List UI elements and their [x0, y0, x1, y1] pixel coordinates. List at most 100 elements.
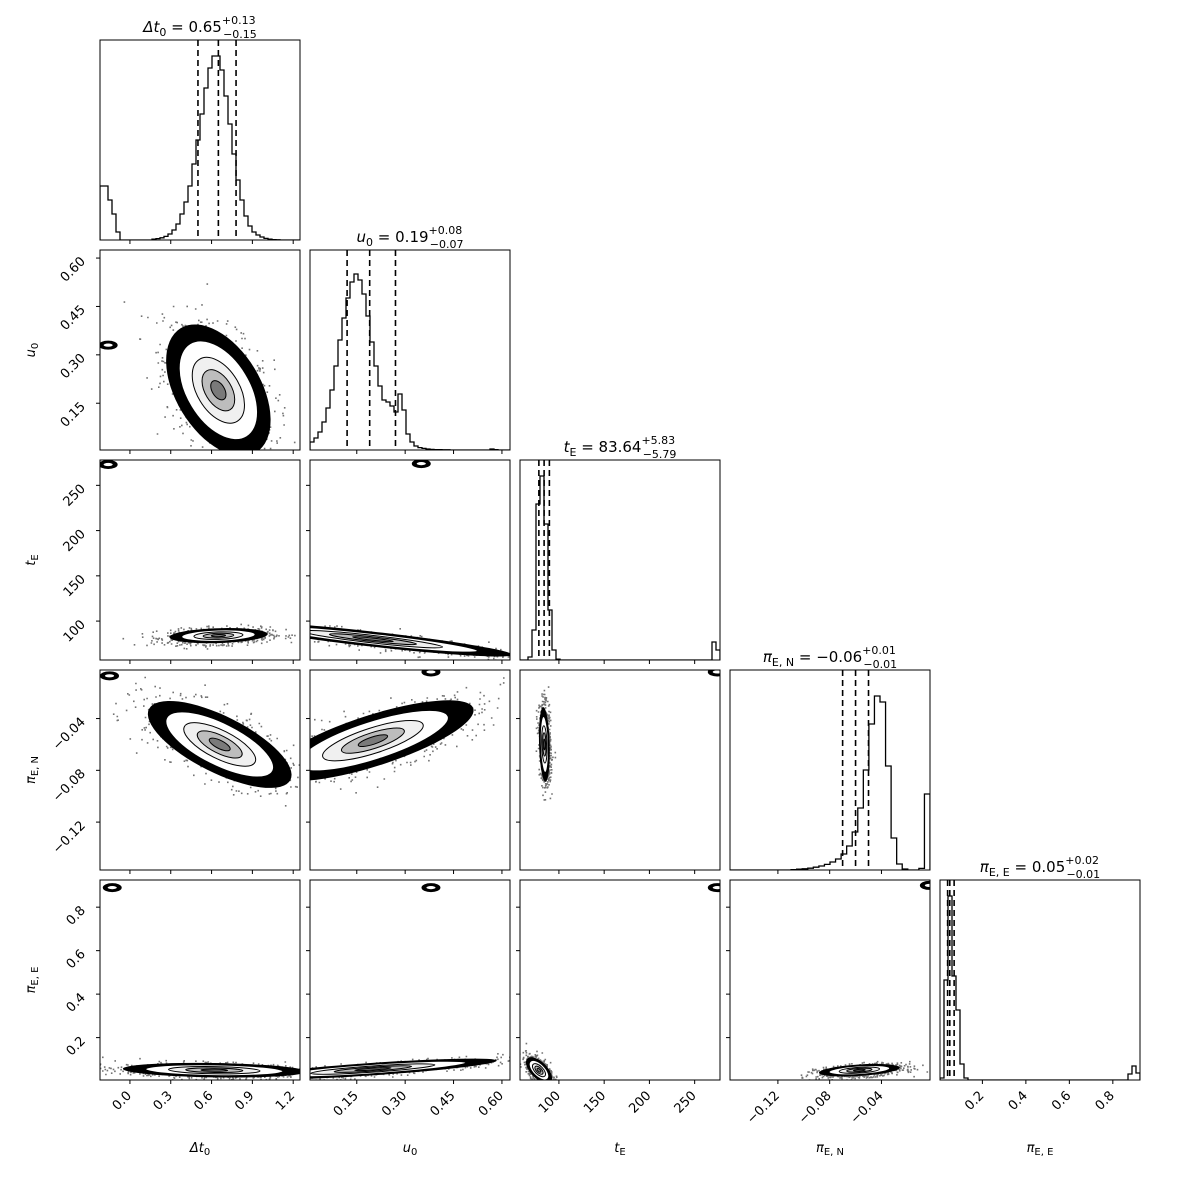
y-tick-label-u0: 0.15	[58, 399, 89, 430]
x-axis-label-u0: u0	[403, 1141, 418, 1158]
x-tick-label-piEN: −0.08	[796, 1088, 835, 1127]
x-tick-label-piEN: −0.04	[848, 1088, 887, 1127]
x-tick-label-dt0: 0.3	[151, 1088, 176, 1113]
panel-frame	[309, 879, 511, 1081]
y-tick-label-piEE: 0.8	[64, 903, 89, 928]
panel-joint-tE-vs-u0	[309, 459, 511, 661]
panel-frame	[99, 879, 301, 1081]
density-contour-4	[208, 737, 231, 752]
x-tick-label-piEE: 0.4	[1006, 1088, 1031, 1113]
y-tick-label-u0: 0.45	[58, 303, 89, 334]
secondary-mode-inner-0	[415, 461, 427, 467]
x-axis-label-piEE: πE, E	[1027, 1141, 1054, 1158]
y-tick-label-piEE: 0.6	[64, 947, 89, 972]
panel-hist-dt0	[99, 39, 301, 241]
panel-frame	[99, 459, 301, 661]
x-tick-label-dt0: 0.0	[110, 1088, 135, 1113]
y-tick-label-tE: 100	[61, 617, 89, 645]
density-contour-4	[536, 1067, 542, 1073]
density-contour-4	[210, 380, 227, 401]
panel-joint-u0-vs-dt0	[99, 249, 301, 451]
y-axis-label-piEN: πE, N	[24, 756, 41, 784]
x-tick-label-tE: 150	[581, 1088, 609, 1116]
y-tick-label-piEN: −0.04	[50, 715, 89, 754]
histogram-piEN	[730, 695, 930, 870]
panel-joint-piEN-vs-tE	[519, 669, 721, 871]
secondary-mode-inner-0	[104, 673, 115, 679]
density-contour-4	[200, 1068, 229, 1072]
y-tick-label-tE: 250	[61, 482, 89, 510]
x-tick-label-piEN: −0.12	[744, 1088, 783, 1127]
density-contour-4	[357, 734, 389, 748]
x-tick-label-u0: 0.15	[331, 1088, 362, 1119]
panel-hist-tE	[519, 459, 721, 661]
y-tick-label-tE: 150	[61, 572, 89, 600]
secondary-mode-inner-0	[106, 885, 118, 891]
y-tick-label-piEN: −0.08	[50, 767, 89, 806]
y-axis-label-tE: tE	[24, 554, 41, 565]
y-tick-label-piEE: 0.4	[64, 990, 89, 1015]
panel-frame-piEE	[939, 879, 1141, 1081]
panel-frame-piEN	[729, 669, 931, 871]
panel-joint-tE-vs-dt0	[99, 459, 301, 661]
x-tick-label-u0: 0.30	[379, 1088, 410, 1119]
panel-joint-piEN-vs-dt0	[99, 669, 301, 871]
density-contour-4	[852, 1068, 866, 1072]
secondary-mode-inner-0	[102, 462, 114, 467]
panel-title-dt0: Δt0 = 0.65+0.13 −0.15	[142, 14, 257, 41]
x-axis-label-piEN: πE, N	[816, 1141, 844, 1158]
panel-frame	[309, 459, 511, 661]
panel-title-piEE: πE, E = 0.05+0.02 −0.01	[980, 854, 1100, 881]
panel-frame	[99, 249, 301, 451]
x-tick-label-dt0: 0.6	[191, 1088, 216, 1113]
panel-frame-dt0	[99, 39, 301, 241]
y-tick-label-u0: 0.60	[58, 254, 89, 285]
secondary-mode-inner-0	[711, 670, 720, 675]
panel-joint-piEE-vs-u0	[309, 879, 511, 1081]
y-tick-label-tE: 200	[61, 527, 89, 555]
density-contour-4	[352, 636, 394, 643]
x-tick-label-tE: 250	[672, 1088, 700, 1116]
x-axis-label-dt0: Δt0	[189, 1141, 210, 1158]
x-tick-label-u0: 0.45	[428, 1088, 459, 1119]
panel-joint-piEE-vs-piEN	[729, 879, 931, 1081]
histogram-u0	[310, 273, 510, 450]
secondary-mode-inner-0	[711, 885, 720, 891]
x-tick-label-dt0: 0.9	[232, 1088, 257, 1113]
secondary-mode-inner-0	[923, 883, 930, 888]
x-tick-label-piEE: 0.6	[1049, 1088, 1074, 1113]
panel-hist-u0	[309, 249, 511, 451]
panels-layer	[99, 39, 1141, 1081]
panel-joint-piEE-vs-dt0	[99, 879, 301, 1081]
secondary-mode-inner-0	[425, 670, 437, 675]
panel-joint-piEE-vs-tE	[519, 879, 721, 1081]
density-contour-4	[210, 634, 227, 638]
panel-title-u0: u0 = 0.19+0.08 −0.07	[357, 224, 464, 251]
y-axis-label-u0: u0	[24, 343, 41, 358]
panel-hist-piEE	[939, 879, 1141, 1081]
secondary-mode-inner-0	[425, 885, 437, 891]
panel-frame	[519, 879, 721, 1081]
x-tick-label-tE: 200	[626, 1088, 654, 1116]
panel-frame-tE	[519, 459, 721, 661]
x-axis-label-tE: tE	[614, 1141, 625, 1158]
y-tick-label-u0: 0.30	[58, 351, 89, 382]
panel-joint-piEN-vs-u0	[309, 669, 511, 871]
density-contour-4	[543, 738, 546, 751]
panel-frame	[729, 879, 931, 1081]
panel-hist-piEN	[729, 669, 931, 871]
panel-frame-u0	[309, 249, 511, 451]
y-tick-label-piEE: 0.2	[64, 1034, 89, 1059]
x-tick-label-tE: 100	[536, 1088, 564, 1116]
density-contour-4	[354, 1067, 392, 1072]
histogram-piEE	[940, 895, 1140, 1080]
x-tick-label-u0: 0.60	[476, 1088, 507, 1119]
y-axis-label-piEE: πE, E	[24, 967, 41, 994]
x-tick-label-piEE: 0.2	[962, 1088, 987, 1113]
secondary-mode-inner-0	[102, 342, 114, 348]
y-tick-label-piEN: −0.12	[50, 818, 89, 857]
x-tick-label-dt0: 1.2	[273, 1088, 298, 1113]
panel-title-tE: tE = 83.64+5.83 −5.79	[564, 434, 677, 461]
x-tick-label-piEE: 0.8	[1093, 1088, 1118, 1113]
